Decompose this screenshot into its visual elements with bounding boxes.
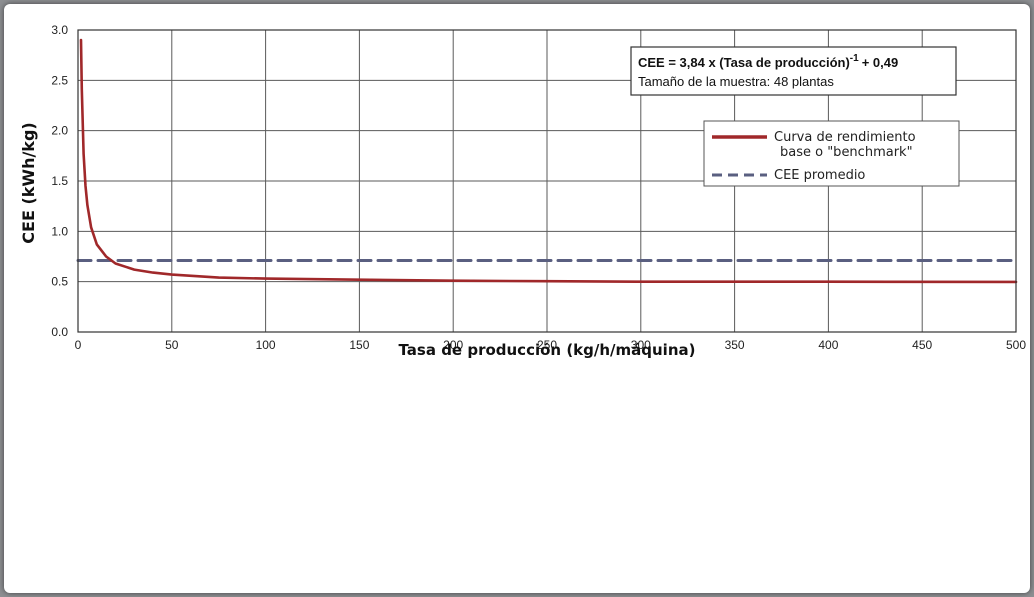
- x-tick-label-9: 450: [912, 338, 932, 352]
- chart-frame: 0 50 100 150 200 250 300 350 400 450 500 0.0 0.5 1.0 1…: [4, 4, 1030, 593]
- equation-box: CEE = 3,84 x (Tasa de producción)-1 + 0,4…: [630, 46, 957, 96]
- equation-tail: + 0,49: [862, 55, 899, 70]
- sample-size-text: Tamaño de la muestra: 48 plantas: [638, 74, 834, 89]
- legend-label-benchmark-1: Curva de rendimiento: [774, 130, 916, 145]
- x-tick-label-3: 150: [349, 338, 369, 352]
- x-tick-label-7: 350: [725, 338, 745, 352]
- legend-label-average: CEE promedio: [774, 168, 865, 183]
- legend-label-benchmark-2: base o "benchmark": [780, 145, 913, 160]
- x-tick-label-10: 500: [1006, 338, 1026, 352]
- x-tick-label-1: 50: [165, 338, 179, 352]
- x-tick-label-8: 400: [818, 338, 838, 352]
- x-tick-label-4: 200: [443, 338, 463, 352]
- plot-border: [77, 29, 1017, 333]
- x-tick-label-2: 100: [256, 338, 276, 352]
- y-tick-label-6: 3.0: [51, 23, 68, 37]
- y-tick-label-4: 2.0: [51, 124, 68, 138]
- equation-exponent: -1: [850, 53, 859, 64]
- y-tick-label-1: 0.5: [51, 275, 68, 289]
- equation-text: CEE = 3,84 x (Tasa de producción)-1 + 0,4…: [638, 53, 898, 70]
- equation-box-border: [630, 46, 957, 96]
- y-tick-label-5: 2.5: [51, 73, 68, 87]
- legend: Curva de rendimiento base o "benchmark" …: [703, 120, 960, 187]
- x-tick-label-6: 300: [631, 338, 651, 352]
- series-group: [76, 38, 1018, 284]
- tick-labels: 0 50 100 150 200 250 300 350 400 450 500 0.0 0.5 1.0 1…: [51, 23, 1026, 352]
- equation-main: CEE = 3,84 x (Tasa de producción): [638, 55, 850, 70]
- y-tick-label-0: 0.0: [51, 325, 68, 339]
- y-axis-label: CEE (kWh/kg): [19, 122, 38, 243]
- x-axis-label: Tasa de producción (kg/h/máquina): [399, 341, 696, 359]
- y-tick-label-3: 1.5: [51, 174, 68, 188]
- y-tick-label-2: 1.0: [51, 224, 68, 238]
- chart: 0 50 100 150 200 250 300 350 400 450 500 0.0 0.5 1.0 1…: [19, 23, 1026, 359]
- x-tick-label-0: 0: [75, 338, 82, 352]
- series-line-benchmark: [79, 38, 1018, 284]
- x-tick-label-5: 250: [537, 338, 557, 352]
